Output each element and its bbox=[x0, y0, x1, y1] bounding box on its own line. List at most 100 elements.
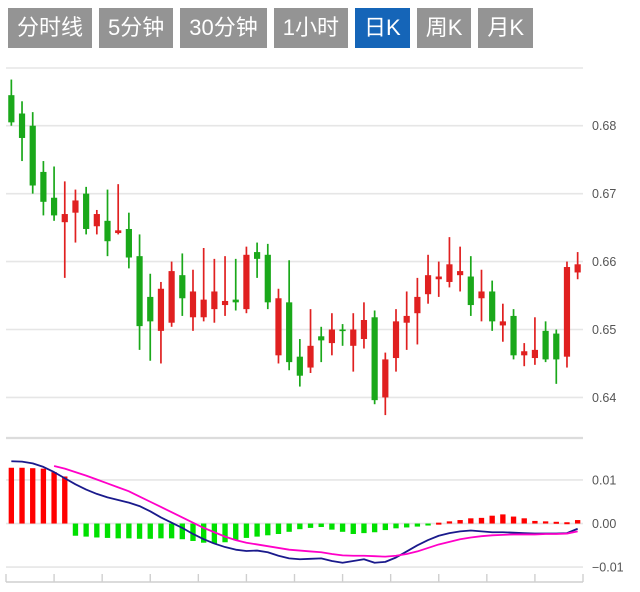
macd-bar bbox=[168, 523, 175, 539]
timeframe-tab-bar: 分时线 5分钟 30分钟 1小时 日K 周K 月K bbox=[0, 0, 640, 56]
macd-bar bbox=[489, 515, 495, 524]
macd-bar bbox=[158, 523, 164, 539]
price-tick-label: 0.66 bbox=[592, 255, 616, 269]
candle-body bbox=[157, 288, 165, 331]
price-tick-label: 0.64 bbox=[592, 391, 616, 405]
macd-bar bbox=[414, 523, 421, 527]
candle-body bbox=[414, 296, 421, 314]
macd-bar bbox=[510, 516, 517, 524]
candle-body bbox=[531, 349, 539, 359]
candle-body bbox=[168, 271, 175, 323]
candle-body bbox=[61, 214, 68, 223]
candle-body bbox=[232, 299, 239, 303]
macd-bar bbox=[51, 472, 57, 524]
macd-bar bbox=[115, 523, 121, 539]
macd-bar bbox=[393, 523, 399, 529]
candle-body bbox=[115, 230, 122, 234]
macd-bar bbox=[436, 522, 442, 525]
tab-week-k[interactable]: 周K bbox=[416, 8, 472, 48]
macd-bar bbox=[446, 521, 453, 524]
price-tick-label: 0.65 bbox=[592, 323, 616, 337]
macd-bar bbox=[190, 523, 196, 541]
candle-body bbox=[328, 329, 335, 344]
macd-bar bbox=[201, 523, 207, 543]
price-panel-axis-labels: 0.68 0.67 0.66 0.65 0.64 bbox=[592, 119, 616, 405]
candle-body bbox=[18, 113, 26, 138]
macd-tick-label: 0.00 bbox=[592, 517, 616, 531]
candle-body bbox=[72, 200, 79, 213]
tab-5min[interactable]: 5分钟 bbox=[99, 8, 174, 48]
candle-body bbox=[50, 197, 58, 216]
candle-body bbox=[83, 193, 90, 229]
candle-body bbox=[521, 351, 528, 356]
macd-bar bbox=[40, 468, 47, 524]
candle-body bbox=[136, 256, 143, 327]
macd-bar bbox=[243, 523, 250, 538]
macd-bar bbox=[532, 520, 538, 524]
candle-body bbox=[296, 356, 303, 376]
candle-body bbox=[467, 276, 474, 306]
macd-tick-label: 0.01 bbox=[592, 473, 616, 487]
tab-1hour[interactable]: 1小时 bbox=[273, 8, 348, 48]
macd-bar bbox=[126, 523, 132, 539]
candle-body bbox=[553, 333, 560, 360]
price-tick-label: 0.67 bbox=[592, 187, 616, 201]
candle-body bbox=[221, 300, 229, 306]
candle-body bbox=[435, 276, 442, 280]
macd-bar bbox=[147, 523, 153, 539]
chart-area[interactable]: 0.68 0.67 0.66 0.65 0.64 0.01 0.00 −0.01 bbox=[0, 56, 640, 592]
price-panel-candles bbox=[8, 79, 581, 416]
candle-body bbox=[424, 275, 432, 295]
candle-body bbox=[264, 254, 271, 303]
macd-bar bbox=[404, 523, 410, 528]
macd-bar bbox=[83, 523, 89, 537]
candle-body bbox=[350, 329, 357, 346]
macd-bar bbox=[564, 522, 570, 525]
candle-body bbox=[339, 329, 346, 332]
macd-bar bbox=[478, 517, 485, 524]
candle-body bbox=[446, 264, 453, 282]
macd-bar bbox=[329, 523, 335, 530]
macd-bar bbox=[521, 518, 527, 524]
candle-body bbox=[510, 315, 517, 356]
candle-body bbox=[563, 267, 571, 357]
macd-bar bbox=[265, 523, 271, 536]
tab-30min[interactable]: 30分钟 bbox=[180, 8, 267, 48]
macd-bar bbox=[574, 520, 581, 524]
macd-bar bbox=[104, 523, 111, 538]
macd-bar bbox=[542, 521, 549, 524]
macd-bar bbox=[94, 523, 100, 538]
macd-bar bbox=[339, 523, 346, 532]
price-panel-grid bbox=[6, 67, 583, 399]
macd-bar bbox=[222, 523, 228, 543]
candle-body bbox=[499, 321, 506, 326]
candle-body bbox=[243, 254, 250, 310]
chart-canvas[interactable]: 0.68 0.67 0.66 0.65 0.64 0.01 0.00 −0.01 bbox=[0, 56, 640, 592]
candle-body bbox=[318, 336, 325, 341]
tab-month-k[interactable]: 月K bbox=[478, 8, 534, 48]
tab-day-k[interactable]: 日K bbox=[355, 8, 410, 48]
candle-body bbox=[489, 291, 496, 322]
macd-bar bbox=[275, 523, 282, 534]
macd-bar bbox=[350, 523, 356, 534]
candle-body bbox=[403, 315, 410, 323]
candle-body bbox=[8, 95, 15, 123]
macd-bar bbox=[136, 523, 143, 539]
macd-bar bbox=[286, 523, 292, 532]
candle-body bbox=[275, 298, 282, 356]
tab-fenshixian[interactable]: 分时线 bbox=[8, 8, 93, 48]
macd-bar bbox=[457, 520, 463, 524]
macd-panel-grid bbox=[6, 436, 583, 568]
macd-bar bbox=[72, 523, 79, 536]
macd-dea-line bbox=[53, 465, 578, 558]
candle-body bbox=[29, 125, 36, 186]
macd-panel-histogram bbox=[8, 467, 581, 544]
candle-body bbox=[542, 330, 549, 360]
candle-body bbox=[392, 321, 400, 359]
candle-body bbox=[147, 296, 154, 322]
macd-bar bbox=[425, 523, 431, 526]
candle-body bbox=[574, 264, 581, 273]
macd-bar bbox=[307, 523, 314, 528]
macd-bar bbox=[254, 523, 260, 537]
